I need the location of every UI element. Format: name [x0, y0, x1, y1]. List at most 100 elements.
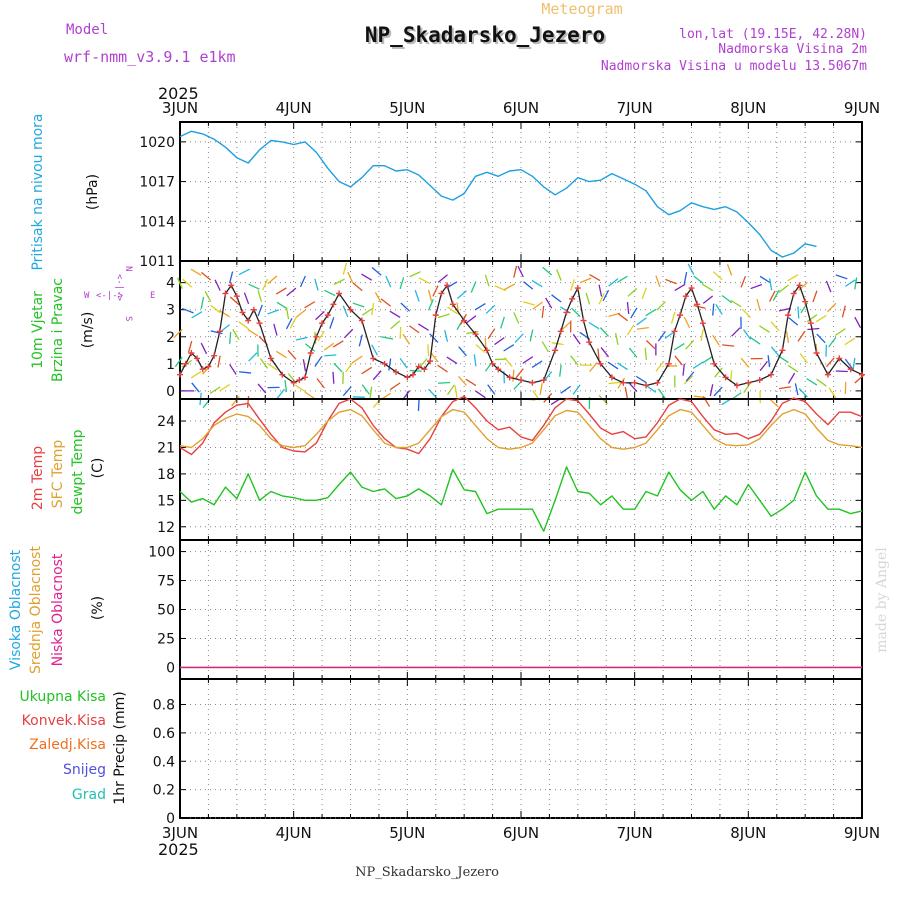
- wind-barb: [523, 301, 535, 306]
- pressure-ytick-label: 1014: [139, 214, 175, 230]
- wind-speed-point: [552, 347, 559, 354]
- wind-barb: [351, 355, 363, 364]
- wind-barb: [352, 396, 365, 398]
- wind-barb: [414, 290, 420, 302]
- wind-barb: [532, 301, 543, 310]
- low-cloud-axis-title: Niska Oblacnost: [50, 553, 66, 666]
- model-name: wrf-nmm_v3.9.1 e1km: [64, 48, 236, 66]
- wind-ytick-label: 1: [166, 357, 175, 373]
- wind-speed-point: [654, 379, 661, 386]
- top-time-tick-label: 8JUN: [730, 99, 766, 117]
- cloud-panel: 0 25 50 75 100: [148, 539, 863, 680]
- wind-barb: [517, 265, 524, 278]
- wind-barb: [787, 274, 799, 282]
- top-time-tick-label: 3JUN: [162, 99, 198, 117]
- wind-barb: [191, 382, 200, 393]
- wind-barb: [466, 330, 479, 335]
- wind-barb: [219, 310, 230, 318]
- wind-barb: [475, 390, 486, 399]
- wind-axis-title-line1: 10m Vjetar: [30, 291, 46, 369]
- wind-barb: [798, 388, 808, 398]
- station-title-shadow-text: NP_Skadarsko_Jezero: [367, 25, 607, 49]
- wind-speed-point: [574, 285, 581, 292]
- wind-barb: [692, 361, 704, 369]
- wind-speed-point: [796, 282, 803, 289]
- wind-barb: [674, 283, 686, 292]
- wind-barb: [769, 398, 779, 408]
- wind-speed-point: [586, 339, 593, 346]
- wind-barb: [602, 289, 610, 302]
- wind-barb: [589, 274, 601, 282]
- wind-barb: [816, 378, 827, 387]
- wind-barb: [570, 279, 576, 291]
- wind-barb: [597, 348, 600, 361]
- station-title-shadow: NP_Skadarsko_Jezero: [367, 25, 607, 49]
- wind-barb: [541, 341, 549, 353]
- wind-barb: [177, 277, 183, 290]
- wind-speed-point: [768, 371, 775, 378]
- wind-speed-point: [836, 355, 843, 362]
- wind-barb: [806, 378, 818, 386]
- cloud-ytick-label: 100: [148, 545, 175, 561]
- wind-barb: [389, 310, 401, 318]
- wind-barb: [417, 398, 420, 411]
- precip-ytick-label: 0.6: [153, 726, 175, 742]
- wind-barb: [427, 299, 434, 311]
- wind-speed-point: [427, 358, 434, 365]
- wind-barb: [665, 278, 677, 285]
- wind-barb: [262, 278, 269, 291]
- wind-barb: [465, 378, 477, 387]
- wind-barb: [402, 333, 411, 345]
- wind-barb: [682, 363, 685, 376]
- wind-speed-point: [529, 379, 536, 386]
- top-time-tick-label: 7JUN: [617, 99, 653, 117]
- wind-barb: [628, 347, 638, 358]
- wind-barb: [257, 290, 263, 303]
- compass-west: W: [84, 291, 90, 301]
- wind-barb: [722, 344, 735, 347]
- compass-south: S: [123, 316, 133, 321]
- precip-legend-freezing: Zaledj.Kisa: [29, 737, 106, 753]
- wind-barb: [799, 353, 808, 364]
- wind-barb: [709, 384, 714, 397]
- wind-barb: [656, 301, 666, 311]
- precip-legend: Ukupna Kisa Konvek.Kisa Zaledj.Kisa Snij…: [19, 689, 106, 803]
- wind-barb: [770, 321, 780, 332]
- wind-barb: [361, 384, 370, 395]
- wind-barb: [664, 330, 676, 339]
- wind-barb: [275, 350, 287, 359]
- bottom-time-tick-label: 7JUN: [617, 824, 653, 842]
- wind-speed-point: [182, 360, 189, 367]
- wind-barb: [323, 342, 335, 351]
- model-altitude-label: Nadmorska Visina u modelu 13.5067m: [601, 59, 867, 74]
- wind-speed-point: [824, 371, 831, 378]
- pressure-axis-unit: (hPa): [85, 174, 101, 210]
- wind-barb: [342, 386, 352, 397]
- wind-speed-point: [370, 355, 377, 362]
- wind-speed-point: [489, 360, 496, 367]
- wind-barb: [204, 290, 212, 303]
- wind-barb: [428, 388, 438, 399]
- wind-barb: [219, 383, 230, 392]
- wind-barb: [685, 371, 695, 382]
- wind-barb: [347, 271, 354, 284]
- wind-speed-point: [313, 333, 320, 340]
- sfc-temp-axis-title: SFC Temp: [50, 440, 66, 509]
- wind-speed-point: [733, 382, 740, 389]
- wind-barb: [374, 292, 382, 304]
- wind-barb: [741, 308, 752, 319]
- wind-speed-point: [233, 293, 240, 300]
- wind-barb: [756, 298, 761, 311]
- wind-speed-point: [790, 290, 797, 297]
- temperature-panel: 12 15 18 21 24: [157, 395, 863, 541]
- wind-barb: [645, 384, 657, 393]
- wind-barb: [713, 386, 723, 397]
- cloud-axis-title: Visoka Oblacnost Srednja Oblacnost Niska…: [8, 546, 106, 674]
- wind-barb: [465, 315, 477, 324]
- wind-barb: [427, 344, 430, 357]
- wind-barb: [712, 303, 715, 316]
- wind-speed-point: [756, 377, 763, 384]
- wind-barb: [470, 281, 477, 293]
- wind-barb: [798, 281, 808, 291]
- wind-barb: [345, 361, 354, 373]
